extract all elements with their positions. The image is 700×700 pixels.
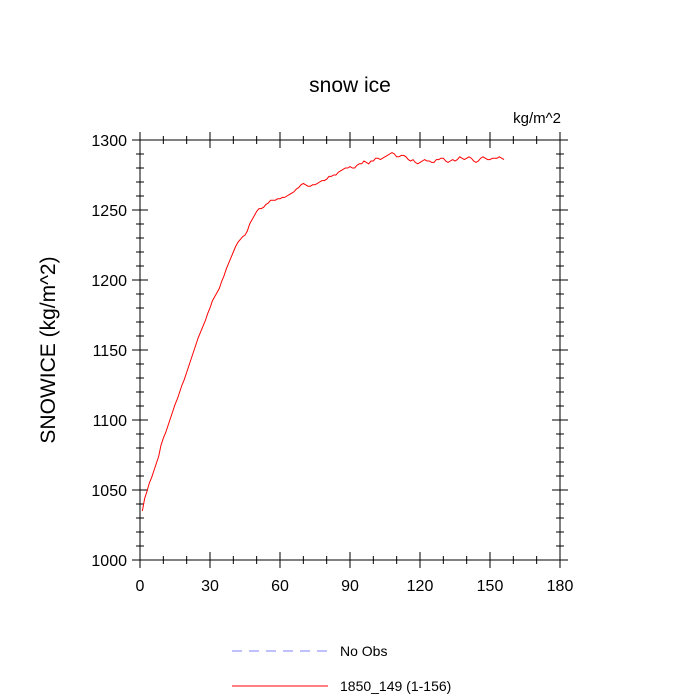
x-tick-label: 30 [201, 578, 219, 595]
legend: No Obs 1850_149 (1-156) [232, 643, 451, 694]
y-tick-label: 1300 [91, 133, 127, 150]
legend-label-1850-149: 1850_149 (1-156) [340, 678, 451, 694]
axis-tick-labels: 0 30 60 90 120 150 180 1000 1050 1100 1150 1200 1250… [91, 133, 573, 595]
x-tick-label: 180 [547, 578, 574, 595]
x-tick-label: 150 [477, 578, 504, 595]
series-line-1 [141, 152, 505, 512]
y-tick-label: 1000 [91, 553, 127, 570]
x-tick-label: 90 [341, 578, 359, 595]
x-tick-label: 120 [407, 578, 434, 595]
y-tick-label: 1250 [91, 203, 127, 220]
y-tick-label: 1200 [91, 273, 127, 290]
x-tick-label: 0 [136, 578, 145, 595]
plot-frame [139, 139, 561, 561]
units-label: kg/m^2 [513, 110, 561, 127]
legend-label-no-obs: No Obs [340, 643, 387, 659]
y-tick-label: 1150 [93, 343, 128, 360]
y-axis-label: SNOWICE (kg/m^2) [37, 256, 60, 443]
y-tick-label: 1050 [91, 483, 127, 500]
chart-title: snow ice [309, 74, 391, 97]
series-layer [141, 152, 505, 512]
x-tick-label: 60 [271, 578, 289, 595]
y-tick-label: 1100 [93, 413, 128, 430]
axis-ticks [132, 132, 568, 568]
